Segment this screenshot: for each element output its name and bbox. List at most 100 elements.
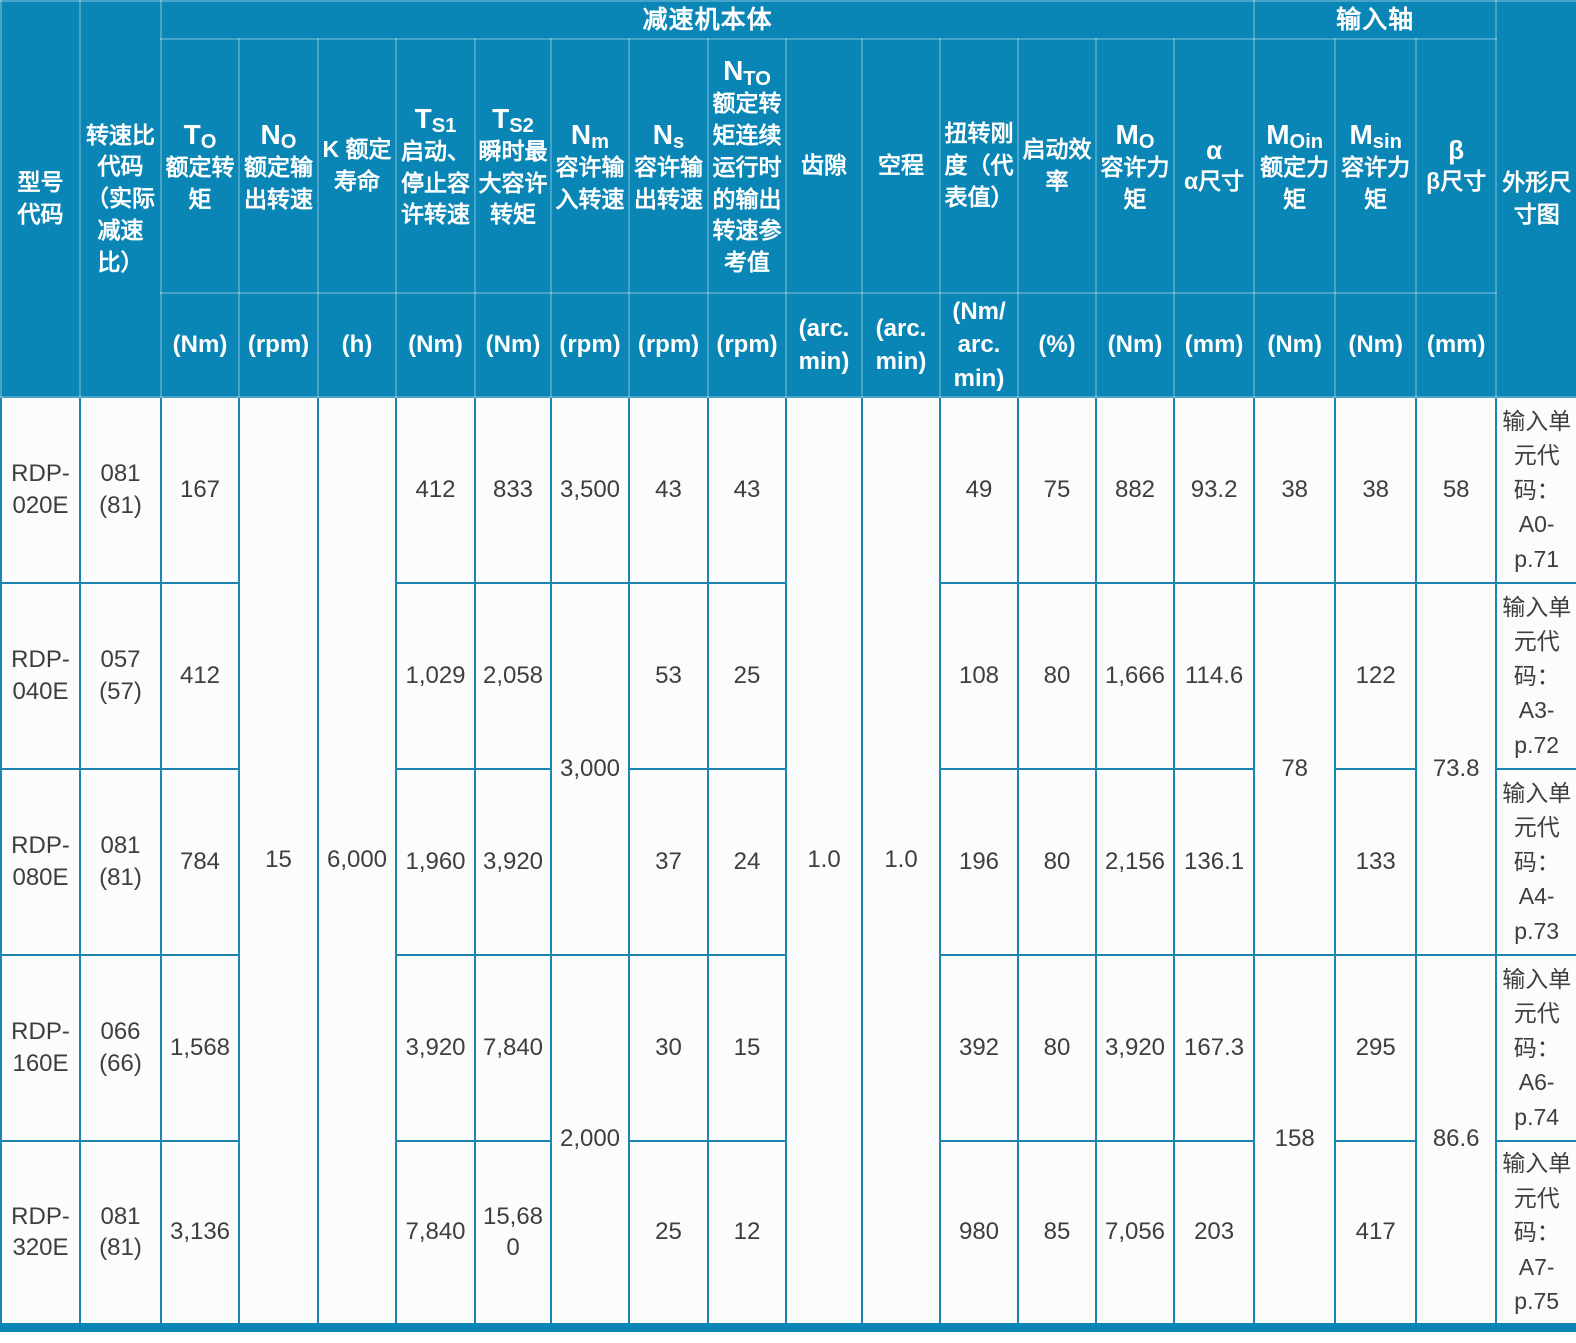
cell-nm-input-speed: 3,000 (550, 582, 630, 956)
header-group-input-shaft: 输入轴 (1253, 0, 1498, 40)
rated-output-speed-symbol: NO (260, 118, 297, 154)
cell-starting-efficiency: 80 (1017, 768, 1097, 956)
ns-output-speed-symbol: Ns (652, 118, 685, 154)
header-rated-output-speed: NO 额定输 出转速 (238, 38, 319, 294)
cell-drawing: 输入单 元代 码： A6- p.74 (1495, 954, 1576, 1142)
cell-starting-efficiency: 80 (1017, 954, 1097, 1142)
cell-ts2-instant-max: 833 (474, 396, 552, 584)
header-nm-input-speed: Nm 容许输 入转速 (550, 38, 630, 294)
cell-nto-ref-speed: 43 (707, 396, 787, 584)
header-ns-output-speed: Ns 容许输 出转速 (628, 38, 709, 294)
cell-msin-allow-moment: 133 (1334, 768, 1418, 956)
cell-mo-moment: 2,156 (1095, 768, 1175, 956)
cell-model: RDP- 020E (0, 396, 81, 584)
cell-ts1-start-stop: 7,840 (395, 1140, 476, 1328)
cell-lost-motion: 1.0 (861, 396, 941, 1328)
cell-alpha-dim: 136.1 (1172, 768, 1256, 956)
unit-backlash: (arc. min) (785, 292, 863, 398)
rated-torque-symbol: TO (183, 118, 217, 154)
cell-mo-moment: 1,666 (1095, 582, 1175, 770)
cell-rated-life: 6,000 (317, 396, 397, 1328)
cell-rated-torque: 412 (160, 582, 240, 770)
cell-ratio: 057 (57) (79, 582, 162, 770)
cell-rated-torque: 3,136 (160, 1140, 240, 1328)
header-lost-motion: 空程 (861, 38, 941, 294)
cell-drawing: 输入单 元代 码： A4- p.73 (1495, 768, 1576, 956)
table-row: RDP- 320E 081 (81) 3,136 7,840 15,68 0 25 12 98… (0, 1140, 1576, 1328)
cell-ratio: 081 (81) (79, 1140, 162, 1328)
cell-msin-allow-moment: 417 (1334, 1140, 1418, 1328)
table-row: RDP- 160E 066 (66) 1,568 3,920 7,840 2,000 30 1… (0, 954, 1576, 1328)
table-row: RDP- 040E 057 (57) 412 1,029 2,058 3,000 53 25 1… (0, 582, 1576, 956)
nto-ref-speed-symbol: NTO (723, 55, 771, 90)
unit-rated-output-speed: (rpm) (238, 292, 319, 398)
cell-nto-ref-speed: 24 (707, 768, 787, 956)
cell-nto-ref-speed: 25 (707, 582, 787, 770)
cell-ts2-instant-max: 7,840 (474, 954, 552, 1142)
cell-torsional-stiffness: 980 (939, 1140, 1019, 1328)
alpha-dim-symbol: α (1206, 134, 1223, 165)
cell-ns-output-speed: 53 (628, 582, 709, 770)
cell-starting-efficiency: 80 (1017, 582, 1097, 770)
cell-msin-allow-moment: 122 (1334, 582, 1418, 770)
cell-backlash: 1.0 (785, 396, 863, 1328)
header-model: 型号 代码 (0, 0, 81, 398)
cell-beta-dim: 86.6 (1415, 954, 1498, 1328)
unit-moin-rated-moment: (Nm) (1253, 292, 1337, 398)
header-mo-moment: MO 容许力 矩 (1095, 38, 1175, 294)
cell-mo-moment: 3,920 (1095, 954, 1175, 1142)
cell-ts1-start-stop: 1,960 (395, 768, 476, 956)
header-unit-row: (Nm) (rpm) (h) (Nm) (Nm) (rpm) (rpm) (rpm) (arc.… (1, 292, 1576, 398)
cell-rated-output-speed: 15 (238, 396, 319, 1328)
header-ts1-start-stop: TS1 启动、 停止容 许转速 (395, 38, 476, 294)
header-nto-ref-speed: NTO 额定转 矩连续 运行时 的输出 转速参 考值 (707, 38, 787, 294)
header-msin-allow-moment: Msin 容许力 矩 (1334, 38, 1418, 294)
cell-drawing: 输入单 元代 码： A0- p.71 (1495, 396, 1576, 584)
cell-ns-output-speed: 25 (628, 1140, 709, 1328)
table-row: RDP- 080E 081 (81) 784 1,960 3,920 37 24 196 80 2… (0, 768, 1576, 956)
table-body: RDP- 020E 081 (81) 167 15 6,000 412 833 3,500 43… (0, 396, 1576, 1328)
ts1-start-stop-symbol: TS1 (414, 102, 457, 138)
table-header: 型号 代码 转速比 代码 （实际 减速 比） 减速机本体 输入轴 外形尺 寸图 … (0, 0, 1576, 398)
unit-alpha-dim: (mm) (1172, 292, 1256, 398)
cell-torsional-stiffness: 196 (939, 768, 1019, 956)
cell-alpha-dim: 203 (1172, 1140, 1256, 1328)
unit-nm-input-speed: (rpm) (550, 292, 630, 398)
cell-msin-allow-moment: 38 (1334, 396, 1418, 584)
cell-ts2-instant-max: 3,920 (474, 768, 552, 956)
cell-nm-input-speed: 3,500 (550, 396, 630, 584)
unit-msin-allow-moment: (Nm) (1334, 292, 1418, 398)
cell-model: RDP- 080E (0, 768, 81, 956)
cell-beta-dim: 73.8 (1415, 582, 1498, 956)
header-starting-efficiency: 启动效 率 (1017, 38, 1097, 294)
cell-ratio: 081 (81) (79, 768, 162, 956)
cell-torsional-stiffness: 392 (939, 954, 1019, 1142)
header-backlash: 齿隙 (785, 38, 863, 294)
cell-ns-output-speed: 43 (628, 396, 709, 584)
header-beta-dim: β β尺寸 (1415, 38, 1498, 294)
cell-nto-ref-speed: 12 (707, 1140, 787, 1328)
header-rated-life: K 额定 寿命 (317, 38, 397, 294)
unit-beta-dim: (mm) (1415, 292, 1498, 398)
header-rated-torque: TO 额定转 矩 (160, 38, 240, 294)
cell-model: RDP- 320E (0, 1140, 81, 1328)
cell-ns-output-speed: 37 (628, 768, 709, 956)
header-alpha-dim: α α尺寸 (1172, 38, 1256, 294)
header-ts2-instant-max: TS2 瞬时最 大容许 转矩 (474, 38, 552, 294)
cell-ns-output-speed: 30 (628, 954, 709, 1142)
nm-input-speed-symbol: Nm (570, 118, 610, 154)
cell-moin-rated-moment: 38 (1253, 396, 1337, 584)
cell-rated-torque: 167 (160, 396, 240, 584)
unit-ts2-instant-max: (Nm) (474, 292, 552, 398)
header-torsional-stiffness: 扭转刚 度（代 表值） (939, 38, 1019, 294)
msin-allow-moment-symbol: Msin (1349, 118, 1402, 154)
cell-ts1-start-stop: 3,920 (395, 954, 476, 1142)
cell-alpha-dim: 93.2 (1172, 396, 1256, 584)
unit-rated-life: (h) (317, 292, 397, 398)
unit-mo-moment: (Nm) (1095, 292, 1175, 398)
header-group-row: 型号 代码 转速比 代码 （实际 减速 比） 减速机本体 输入轴 外形尺 寸图 (0, 0, 1576, 398)
cell-alpha-dim: 167.3 (1172, 954, 1256, 1142)
cell-moin-rated-moment: 78 (1253, 582, 1337, 956)
cell-drawing: 输入单 元代 码： A3- p.72 (1495, 582, 1576, 770)
